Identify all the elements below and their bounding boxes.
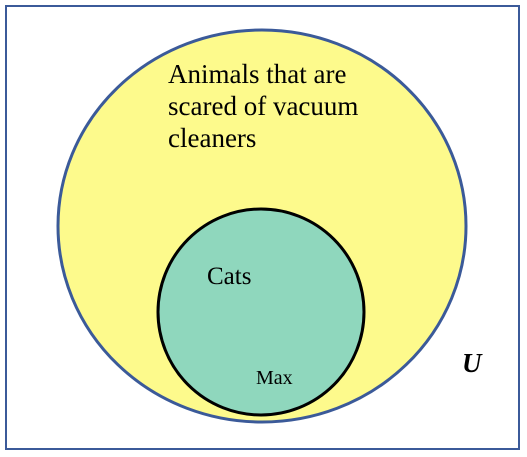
inner-set-circle	[156, 207, 366, 417]
outer-set-label-line-2: scared of vacuum	[168, 91, 359, 121]
outer-set-label-line-1: Animals that are	[168, 59, 347, 89]
member-label-max: Max	[256, 367, 293, 389]
universe-label: U	[462, 348, 482, 378]
outer-set-label: Animals that are scared of vacuum cleane…	[168, 58, 358, 154]
inner-set-label: Cats	[207, 263, 252, 290]
outer-set-label-line-3: cleaners	[168, 123, 257, 153]
